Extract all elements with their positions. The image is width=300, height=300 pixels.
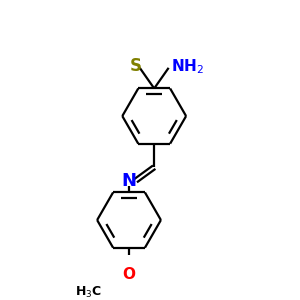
- Text: H$_3$C: H$_3$C: [75, 285, 102, 300]
- Text: N: N: [122, 172, 136, 190]
- Text: O: O: [122, 267, 136, 282]
- Text: S: S: [130, 57, 142, 75]
- Text: NH$_2$: NH$_2$: [171, 57, 204, 76]
